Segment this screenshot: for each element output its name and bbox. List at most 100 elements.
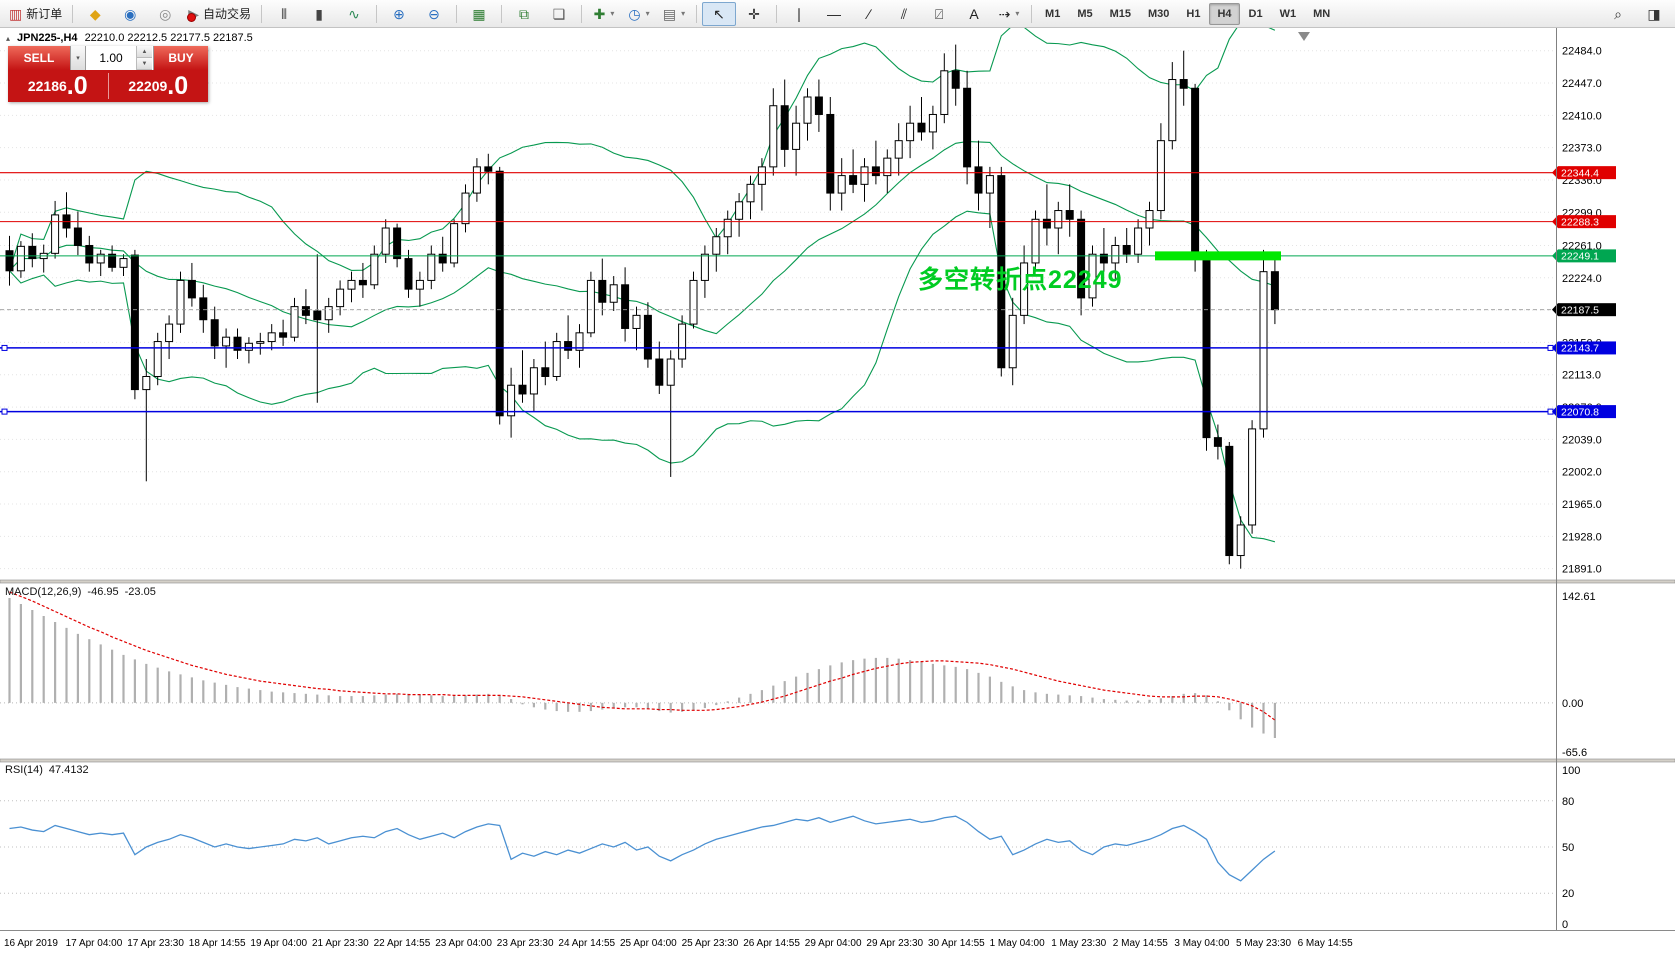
volume-stepper: ▲ ▼ xyxy=(136,46,152,70)
timeframe-h1[interactable]: H1 xyxy=(1186,7,1201,20)
svg-text:22002.0: 22002.0 xyxy=(1562,467,1602,479)
zoom-out-button[interactable]: ⊖ xyxy=(417,2,451,26)
price-axis[interactable]: 22484.022447.022410.022373.022336.022299… xyxy=(1562,46,1602,931)
svg-text:22484.0: 22484.0 xyxy=(1562,46,1602,58)
chart-collapse-icon[interactable]: ▴ xyxy=(6,33,11,43)
horizontal-line-22070.8[interactable] xyxy=(0,408,1556,415)
time-axis[interactable]: 16 Apr 2019 17 Apr 04:00 17 Apr 23:30 18 Ap… xyxy=(4,938,1353,949)
timeframe-m1[interactable]: M1 xyxy=(1045,7,1061,20)
price-badge-22070.8: 22070.8 xyxy=(1552,405,1616,418)
bar-chart-button[interactable]: ⫴ xyxy=(267,2,301,26)
zoom-in-button[interactable]: ⊕ xyxy=(382,2,416,26)
search-button[interactable]: ⌕ xyxy=(1601,2,1635,26)
arrows-button[interactable]: ⇢ ▾ xyxy=(992,2,1026,26)
timeframe-h4[interactable]: H4 xyxy=(1209,2,1240,25)
periods-icon: ◷ xyxy=(628,5,641,22)
sell-button[interactable]: SELL xyxy=(8,46,70,70)
price-badge-22143.7: 22143.7 xyxy=(1552,341,1616,355)
buy-price-pips: .0 xyxy=(167,71,189,100)
toolbar-separator xyxy=(261,4,263,23)
channel-button[interactable]: ⫽ xyxy=(887,2,921,26)
svg-text:22224.0: 22224.0 xyxy=(1562,273,1602,285)
toolbar-separator xyxy=(696,4,698,23)
panel-separator[interactable] xyxy=(0,579,1675,584)
timeframe-m5[interactable]: M5 xyxy=(1077,7,1093,20)
buy-price[interactable]: 22209 .0 xyxy=(109,70,209,102)
candlestick-chart-button[interactable]: ▮ xyxy=(302,2,336,26)
autotrading-button[interactable]: ▶自动交易 xyxy=(183,2,256,26)
cursor-button[interactable]: ↖ xyxy=(702,1,737,26)
line-chart-button[interactable]: ∿ xyxy=(337,2,371,26)
macd-indicator-label: MACD(12,26,9) -46.95 -23.05 xyxy=(5,586,156,598)
templates-button[interactable]: ▤ ▾ xyxy=(657,2,691,26)
panels-button[interactable]: ◨ xyxy=(1637,2,1671,26)
tile-windows-button[interactable]: ⧉ xyxy=(507,2,541,26)
buy-price-main: 22209 xyxy=(128,78,168,94)
indicators-button[interactable]: ✚ ▾ xyxy=(587,2,621,26)
buy-button[interactable]: BUY xyxy=(154,46,208,70)
grid-button[interactable]: ▦ xyxy=(462,2,496,26)
svg-text:0: 0 xyxy=(1562,919,1568,931)
macd-histogram xyxy=(8,597,1277,738)
horizontal-line-22143.7[interactable] xyxy=(0,344,1556,351)
svg-text:22113.0: 22113.0 xyxy=(1562,370,1601,382)
horizontal-line-button[interactable]: ― xyxy=(817,2,851,26)
chevron-down-icon: ▾ xyxy=(645,9,650,18)
svg-text:22373.0: 22373.0 xyxy=(1562,143,1602,155)
volume-increase-button[interactable]: ▲ xyxy=(137,46,152,58)
crosshair-button[interactable]: ✛ xyxy=(737,2,771,26)
svg-text:21928.0: 21928.0 xyxy=(1562,531,1602,543)
profile-icon[interactable]: ◉ xyxy=(113,2,147,26)
volume-decrease-button[interactable]: ▼ xyxy=(137,58,152,70)
svg-text:29 Apr 23:30: 29 Apr 23:30 xyxy=(866,938,923,949)
pivot-annotation-text[interactable]: 多空转折点22249 xyxy=(918,266,1123,294)
sell-price[interactable]: 22186 .0 xyxy=(8,70,108,102)
timeframe-m30[interactable]: M30 xyxy=(1148,7,1170,20)
arrows-icon: ⇢ xyxy=(998,5,1011,22)
chart-symbol-label: JPN225-,H4 xyxy=(17,32,78,44)
chevron-down-icon: ▾ xyxy=(681,9,686,18)
fibonacci-button[interactable]: ⍁ xyxy=(922,2,956,26)
toolbar-separator xyxy=(1031,4,1033,23)
templates-icon: ▤ xyxy=(662,5,677,22)
timeframe-w1[interactable]: W1 xyxy=(1279,7,1297,20)
periods-button[interactable]: ◷ ▾ xyxy=(622,2,656,26)
vertical-line-button[interactable]: ∣ xyxy=(782,2,816,26)
text-button[interactable]: A xyxy=(957,2,991,26)
chart-symbol-info: ▴ JPN225-,H4 22210.0 22212.5 22177.5 221… xyxy=(6,32,253,44)
order-type-dropdown[interactable]: ▾ xyxy=(71,46,85,70)
svg-text:23 Apr 23:30: 23 Apr 23:30 xyxy=(497,938,554,949)
price-badge-22288.3: 22288.3 xyxy=(1552,215,1616,228)
svg-text:17 Apr 04:00: 17 Apr 04:00 xyxy=(66,938,123,949)
svg-text:20: 20 xyxy=(1562,888,1574,900)
timeframe-mn[interactable]: MN xyxy=(1313,7,1331,20)
svg-text:23 Apr 04:00: 23 Apr 04:00 xyxy=(435,938,492,949)
macd-name: MACD(12,26,9) xyxy=(5,586,82,598)
svg-text:22070.8: 22070.8 xyxy=(1561,406,1599,418)
panel-separator[interactable] xyxy=(0,758,1675,763)
vertical-line-icon: ∣ xyxy=(795,5,803,22)
support-icon[interactable]: ◎ xyxy=(148,2,182,26)
timeframe-d1[interactable]: D1 xyxy=(1248,7,1263,20)
trendline-button[interactable]: ∕ xyxy=(852,2,886,26)
volume-field: ▲ ▼ xyxy=(86,46,153,70)
chart-shift-marker[interactable] xyxy=(1298,32,1310,41)
toolbar-separator xyxy=(376,4,378,23)
svg-text:25 Apr 04:00: 25 Apr 04:00 xyxy=(620,938,677,949)
timeframe-m15[interactable]: M15 xyxy=(1109,7,1132,20)
market-watch-icon[interactable]: ◆ xyxy=(78,2,112,26)
volume-input[interactable] xyxy=(86,46,136,70)
svg-text:22288.3: 22288.3 xyxy=(1561,216,1599,228)
cascade-windows-button[interactable]: ❏ xyxy=(542,2,576,26)
pivot-highlight-bar[interactable] xyxy=(1155,251,1281,261)
toolbar: ▥新订单◆◉◎▶自动交易⫴▮∿⊕⊖▦⧉❏✚▾◷▾▤▾↖✛∣―∕⫽⍁A⇢▾M1M5… xyxy=(0,0,1675,28)
toolbar-separator xyxy=(501,4,503,23)
one-click-trading-widget: SELL ▾ ▲ ▼ BUY 22186 .0 22209 .0 xyxy=(8,46,208,102)
svg-text:18 Apr 14:55: 18 Apr 14:55 xyxy=(189,938,246,949)
new-order-button[interactable]: ▥ 新订单 xyxy=(4,2,67,26)
svg-text:25 Apr 23:30: 25 Apr 23:30 xyxy=(682,938,739,949)
svg-text:80: 80 xyxy=(1562,796,1574,808)
svg-text:29 Apr 04:00: 29 Apr 04:00 xyxy=(805,938,862,949)
svg-text:26 Apr 14:55: 26 Apr 14:55 xyxy=(743,938,800,949)
